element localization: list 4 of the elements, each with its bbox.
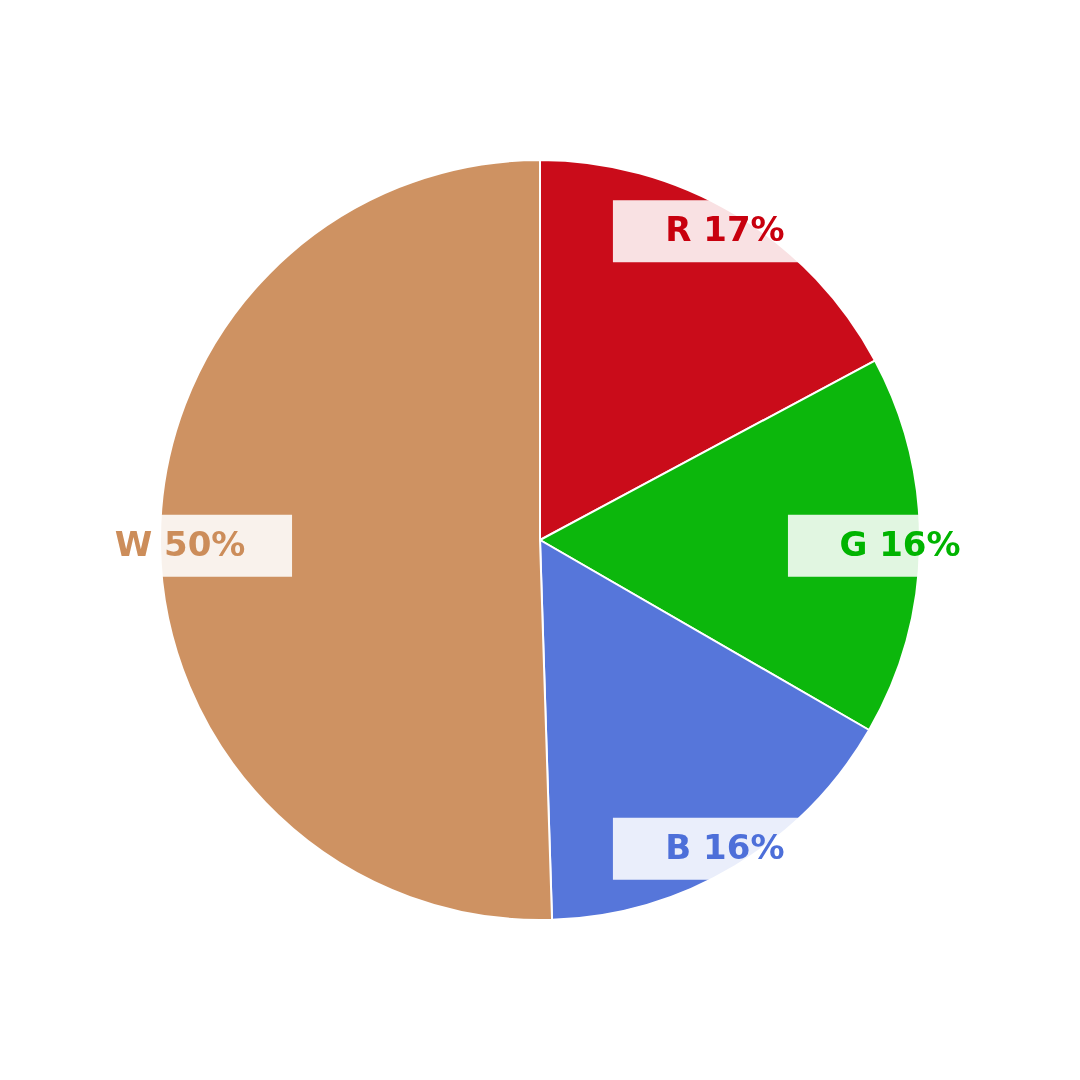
slice-label: B 16% — [665, 826, 785, 867]
slice-label: R 17% — [665, 209, 785, 250]
slice-label: G 16% — [839, 523, 961, 564]
slice-label: W 50% — [114, 523, 246, 564]
